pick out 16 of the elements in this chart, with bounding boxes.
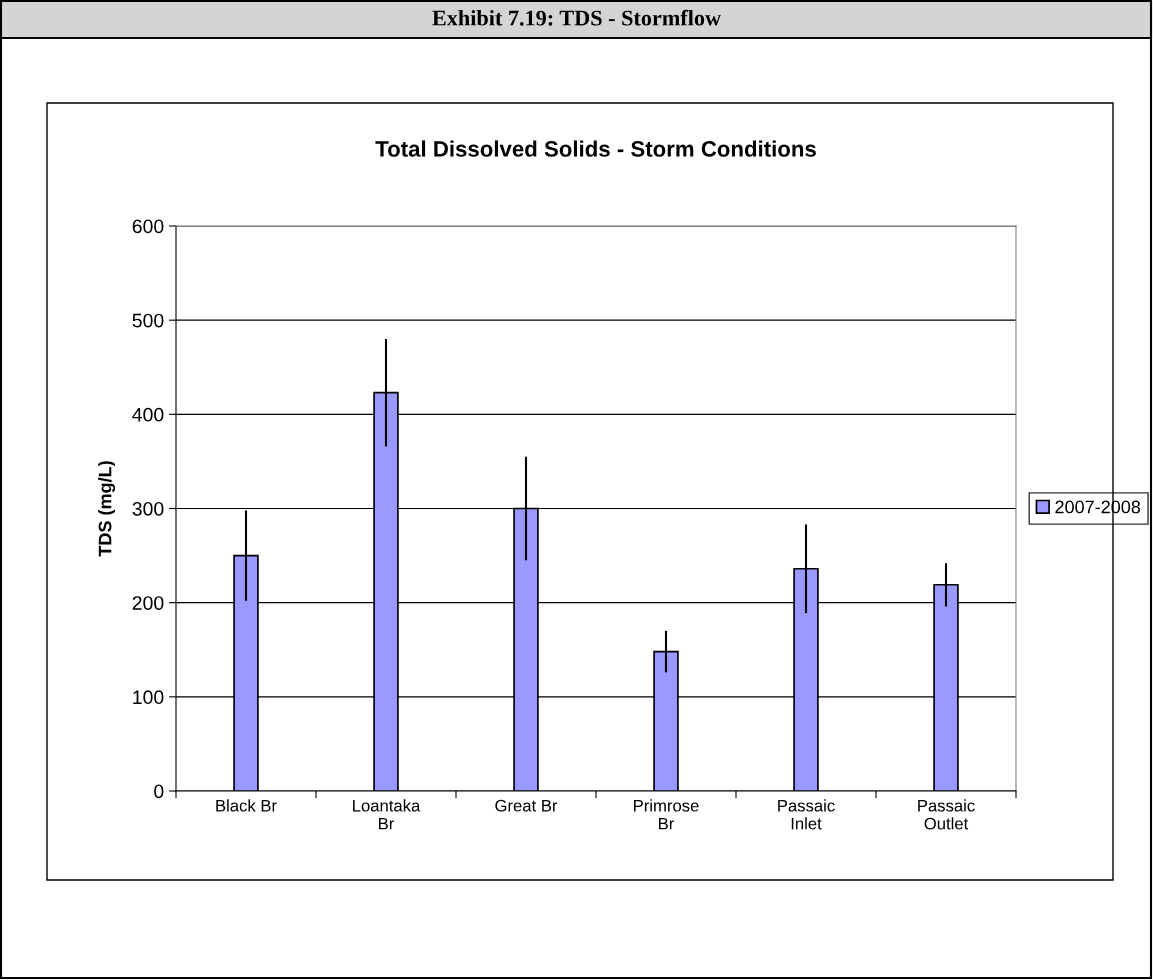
y-tick-label: 400 [132, 407, 164, 422]
x-tick-label: Passaic Outlet [918, 799, 975, 830]
x-tick-label: Great Br [495, 799, 558, 812]
y-tick-label: 100 [133, 690, 164, 705]
x-tick-label: Primrose Br [634, 799, 699, 830]
y-tick-label: 500 [132, 313, 164, 328]
x-tick-label: Loantaka Br [353, 799, 421, 830]
x-tick-label: Passaic Inlet [778, 799, 835, 830]
y-tick-label: 0 [154, 784, 164, 799]
y-tick-label: 600 [132, 219, 164, 234]
x-tick-label: Black Br [216, 799, 277, 812]
y-tick-label: 200 [132, 596, 164, 610]
y-tick-label: 300 [132, 501, 164, 516]
chart-title: Exhibit 7.19: TDS - Stormflow [432, 9, 721, 26]
y-axis-title: TDS (mg/L) [98, 461, 116, 557]
chart-subtitle: Total Dissolved Solids - Storm Conditions [375, 140, 816, 157]
